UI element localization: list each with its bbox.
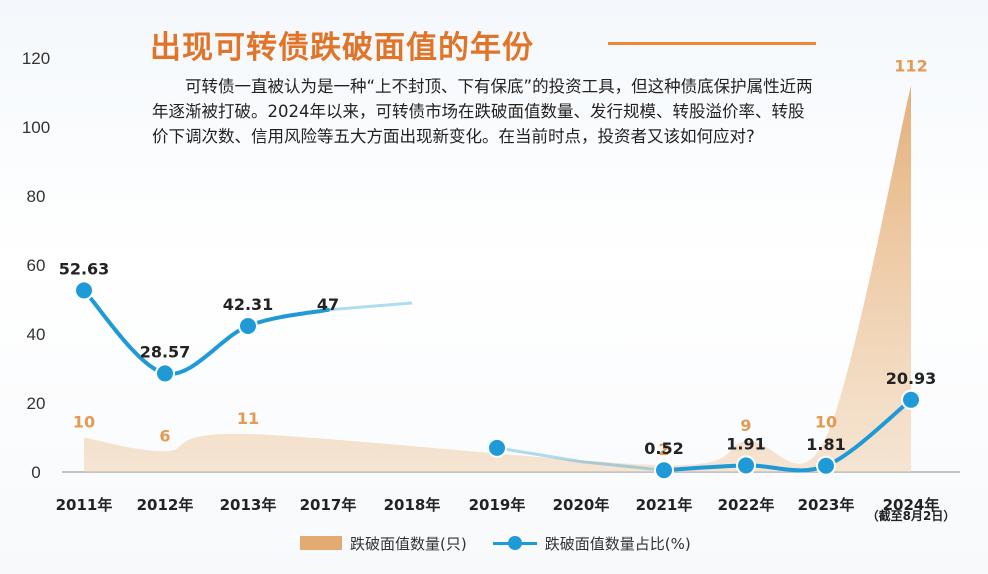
y-tick-label: 80 (27, 187, 46, 206)
line-data-point (74, 280, 94, 301)
x-tick-label: 2017年 (300, 496, 357, 514)
line-data-point (736, 455, 756, 476)
area-data-label: 112 (894, 57, 927, 76)
area-data-label: 6 (159, 426, 170, 445)
x-tick-label: 2020年 (553, 496, 610, 514)
y-tick-label: 40 (27, 325, 46, 344)
legend-line-swatch (492, 535, 537, 550)
intro-paragraph: 可转债一直被认为是一种“上不封顶、下有保底”的投资工具，但这种债底保护属性近两年… (152, 77, 813, 146)
x-tick-label: 2013年 (220, 496, 277, 514)
area-data-label: 10 (73, 413, 95, 432)
x-tick-label: 2023年 (798, 496, 855, 514)
line-data-label: 42.31 (223, 295, 274, 314)
legend: 跌破面值数量(只) 跌破面值数量占比(%) (300, 532, 691, 554)
y-tick-label: 20 (27, 394, 46, 413)
line-data-label: 47 (317, 295, 339, 314)
y-tick-label: 120 (22, 49, 50, 68)
line-data-label: 20.93 (886, 369, 937, 388)
x-tick-label: 2021年 (636, 496, 693, 514)
line-data-point (238, 316, 258, 337)
area-data-label: 11 (237, 409, 259, 428)
x-tick-label: 2024年 (883, 496, 940, 514)
line-data-point (155, 363, 175, 384)
x-tick-label: 2011年 (56, 496, 113, 514)
title-rule (608, 42, 816, 45)
legend-area-label: 跌破面值数量(只) (350, 534, 467, 553)
x-tick-label: 2019年 (469, 496, 526, 514)
line-data-label: 52.63 (59, 259, 110, 278)
line-data-point (487, 437, 507, 458)
area-series-shape (84, 85, 911, 472)
chart-title: 出现可转债跌破面值的年份 (150, 30, 534, 66)
y-tick-label: 0 (31, 463, 40, 482)
y-tick-label: 60 (27, 256, 46, 275)
y-tick-label: 100 (22, 118, 50, 137)
line-data-label: 1.91 (726, 434, 765, 453)
area-data-label: 2 (658, 440, 669, 459)
line-data-point (816, 455, 836, 476)
line-series-segment (82, 288, 330, 376)
line-series-segment (662, 397, 913, 473)
legend-line-label: 跌破面值数量占比(%) (544, 534, 691, 553)
x-tick-sublabel: （截至8月2日） (867, 508, 956, 523)
line-data-point (654, 460, 674, 481)
x-tick-label: 2022年 (718, 496, 775, 514)
area-data-label: 10 (815, 413, 837, 432)
area-data-label: 9 (740, 416, 751, 435)
x-tick-label: 2018年 (384, 496, 441, 514)
line-data-point (901, 389, 921, 410)
line-data-label: 28.57 (140, 342, 191, 361)
line-data-label: 0.52 (644, 439, 683, 458)
line-data-label: 1.81 (806, 435, 845, 454)
legend-area-swatch (300, 536, 342, 550)
x-tick-label: 2012年 (137, 496, 194, 514)
line-series-gap (327, 301, 665, 472)
